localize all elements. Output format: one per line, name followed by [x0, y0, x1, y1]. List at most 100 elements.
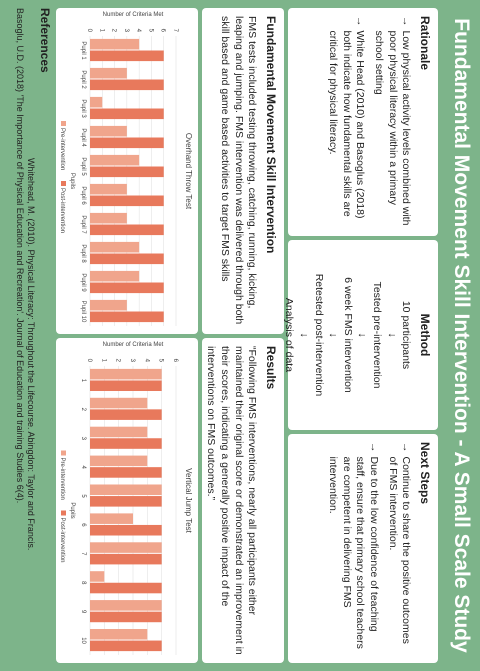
bar — [90, 600, 162, 611]
text: “Following FMS interventions, nearly all… — [205, 346, 259, 655]
bar — [90, 513, 133, 524]
intervention: Fundamental Movement Skill Intervention … — [202, 8, 284, 334]
legend-swatch — [61, 181, 66, 186]
bar — [90, 438, 162, 449]
y-tick-label: 2 — [111, 29, 117, 33]
bar — [89, 96, 103, 108]
x-tick-label: 4 — [80, 465, 86, 469]
y-tick-label: 5 — [158, 359, 164, 363]
step: 6 week FMS intervention — [341, 277, 354, 393]
bar — [90, 455, 148, 467]
bar — [90, 496, 162, 507]
bar — [90, 137, 164, 149]
text: Continue to share the positive outcomes … — [386, 456, 413, 644]
bar — [90, 380, 162, 392]
x-tick-label: Pupil 5 — [80, 157, 86, 176]
x-tick-label: Pupil 1 — [80, 41, 86, 60]
heading: References — [38, 8, 52, 73]
bar — [90, 154, 140, 166]
x-tick-label: 8 — [80, 581, 86, 585]
y-tick-label: 2 — [115, 359, 121, 363]
y-tick-label: 4 — [135, 29, 141, 33]
y-tick-label: 4 — [143, 359, 149, 363]
bar — [90, 270, 140, 282]
chart: Vertical Jump Test Number of Criteria Met… — [56, 338, 198, 663]
x-tick-label: 3 — [80, 437, 86, 441]
legend-swatch — [61, 121, 66, 126]
bar — [90, 50, 164, 62]
y-tick-label: 0 — [86, 359, 92, 363]
heading: Fundamental Movement Skill Intervention — [264, 16, 278, 254]
bar — [90, 571, 105, 582]
x-tick-label: Pupil 6 — [80, 186, 86, 205]
bar — [90, 368, 162, 380]
step: 10 participants — [400, 300, 413, 370]
bar — [90, 241, 140, 253]
x-tick-label: Pupil 3 — [80, 99, 86, 118]
bar — [89, 299, 127, 311]
x-tick-label: 1 — [80, 379, 86, 383]
bar — [90, 611, 162, 623]
legend-label: Pre-intervention — [59, 458, 65, 500]
bar — [90, 282, 164, 294]
bar — [90, 542, 162, 553]
bar — [90, 484, 162, 496]
bar — [90, 311, 164, 323]
y-tick-label: 1 — [98, 29, 104, 33]
method: Method 10 participants ↓ Tested pre-inter… — [283, 240, 438, 430]
heading: Rationale — [418, 16, 432, 71]
x-tick-label: 9 — [80, 610, 86, 614]
bar — [89, 183, 127, 195]
step: Retested post-intervention — [312, 273, 325, 397]
bar — [90, 467, 162, 478]
reference: Basoglu, U.D. (2018) 'The Importance of … — [14, 8, 25, 504]
legend-label: Pre-intervention — [59, 128, 65, 170]
bar — [90, 195, 164, 207]
reference: Whitehead, M. (2010). Physical Literacy:… — [26, 158, 37, 551]
x-tick-label: 10 — [80, 637, 86, 644]
x-tick-label: Pupil 9 — [80, 273, 86, 292]
y-tick-label: 7 — [172, 29, 178, 33]
legend-label: Post-intervention — [59, 188, 65, 233]
bar — [90, 108, 164, 120]
item: → Due to the low confidence of teaching s… — [326, 442, 380, 655]
y-tick-label: 1 — [100, 359, 106, 363]
text: Low physical activity levels combined wi… — [373, 30, 413, 226]
bar — [90, 253, 164, 265]
x-tick-label: Pupil 7 — [80, 215, 86, 234]
x-axis-title: Pupils — [69, 502, 75, 518]
y-axis-title: Number of Criteria Met — [103, 12, 164, 18]
bar — [90, 640, 162, 652]
chart: Overhand Throw Test Number of Criteria Me… — [56, 8, 198, 334]
y-tick-label: 3 — [129, 359, 135, 363]
y-tick-label: 0 — [86, 29, 92, 33]
bar — [89, 125, 127, 137]
bar — [90, 582, 162, 594]
x-tick-label: 2 — [80, 408, 86, 412]
bar — [90, 224, 164, 236]
y-tick-label: 3 — [123, 29, 129, 33]
x-tick-label: Pupil 10 — [80, 301, 86, 323]
heading: Method — [418, 313, 432, 357]
heading: Results — [264, 346, 278, 390]
x-axis-title: Pupils — [69, 173, 75, 189]
text: FMS tests included testing throwing, cat… — [219, 16, 259, 325]
bar — [89, 67, 127, 79]
bar — [90, 426, 148, 438]
x-tick-label: 5 — [80, 494, 86, 498]
bar — [89, 212, 127, 224]
rationale: Rationale → Low physical activity levels … — [288, 8, 438, 236]
chart-title: Vertical Jump Test — [184, 468, 193, 534]
y-tick-label: 6 — [172, 359, 178, 363]
y-axis-title: Number of Criteria Met — [103, 342, 164, 348]
y-tick-label: 5 — [147, 29, 153, 33]
x-tick-label: Pupil 2 — [80, 70, 86, 89]
item: → Continue to share the positive outcomes… — [385, 442, 413, 655]
chart-title: Overhand Throw Test — [184, 133, 193, 210]
bar — [90, 409, 162, 420]
legend-swatch — [61, 450, 66, 456]
bar — [90, 38, 140, 50]
bar — [90, 397, 148, 409]
